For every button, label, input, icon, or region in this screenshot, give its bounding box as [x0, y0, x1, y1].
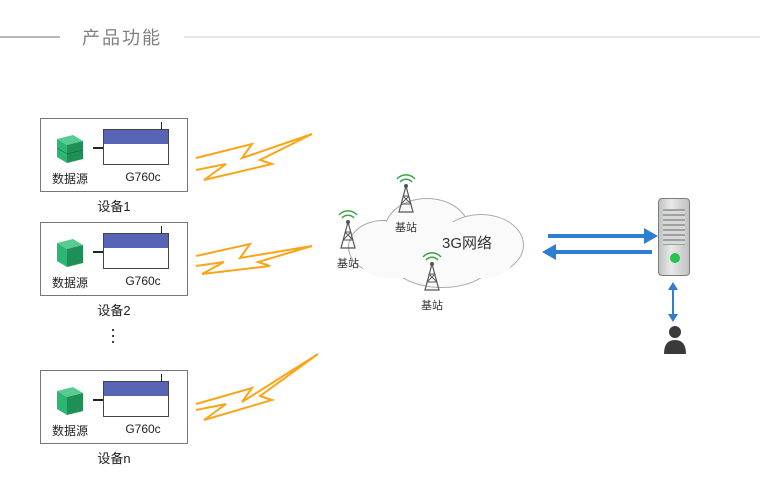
device-labels: 数据源 G760c [41, 170, 187, 187]
device-1: 数据源 G760c 设备1 [40, 118, 188, 215]
base-station-icon: 基站 [420, 252, 444, 313]
modem-label: G760c [99, 422, 187, 439]
device-caption: 设备1 [40, 196, 188, 215]
data-source-icon [49, 129, 85, 165]
data-source-label: 数据源 [41, 170, 99, 187]
wireless-bolt-icon [196, 244, 326, 289]
tower-label: 基站 [420, 297, 444, 313]
device-caption: 设备2 [40, 300, 188, 319]
cloud-label: 3G网络 [442, 232, 492, 253]
modem-label: G760c [99, 170, 187, 187]
modem-label: G760c [99, 274, 187, 291]
user-icon [662, 324, 688, 359]
device-n: 数据源 G760c 设备n [40, 370, 188, 467]
tower-label: 基站 [394, 219, 418, 235]
data-source-label: 数据源 [41, 274, 99, 291]
data-source-icon [49, 381, 85, 417]
device-box: 数据源 G760c [40, 370, 188, 444]
modem-icon [103, 129, 169, 165]
device-box: 数据源 G760c [40, 118, 188, 192]
data-source-label: 数据源 [41, 422, 99, 439]
base-station-icon: 基站 [394, 174, 418, 235]
server-icon [658, 198, 690, 276]
device-caption: 设备n [40, 448, 188, 467]
bidirectional-arrow-icon [540, 222, 660, 267]
data-source-icon [49, 233, 85, 269]
device-box: 数据源 G760c [40, 222, 188, 296]
diagram-canvas: 数据源 G760c 设备1 数据源 G760c [0, 0, 760, 504]
wireless-bolt-icon [196, 376, 326, 431]
device-2: 数据源 G760c 设备2 [40, 222, 188, 319]
modem-icon [103, 233, 169, 269]
device-labels: 数据源 G760c [41, 422, 187, 439]
device-labels: 数据源 G760c [41, 274, 187, 291]
base-station-icon: 基站 [336, 210, 360, 271]
wireless-bolt-icon [196, 140, 326, 195]
ellipsis-vertical-icon: ··· [110, 326, 116, 344]
vertical-arrow-icon [666, 282, 680, 327]
modem-icon [103, 381, 169, 417]
tower-label: 基站 [336, 255, 360, 271]
